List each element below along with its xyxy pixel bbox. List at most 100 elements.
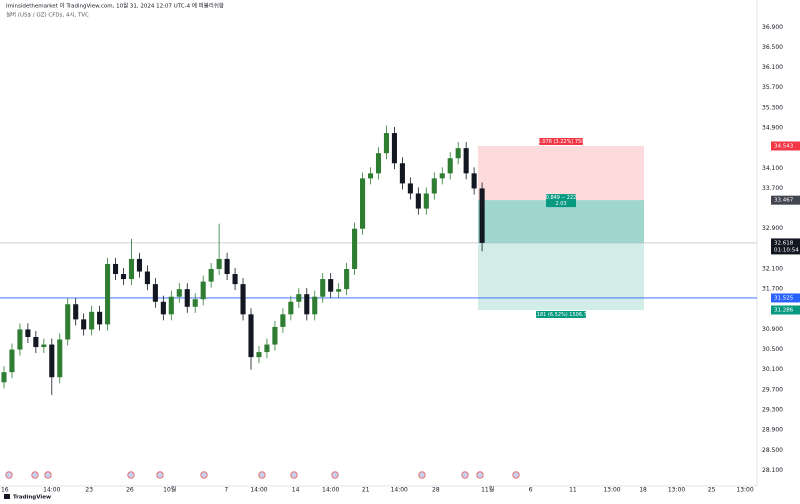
ratio-label: 2.03 [555,201,566,207]
entry-label: 0.849 -- 222 [546,195,577,201]
entry-tag: 33.467 [774,198,794,204]
candle-body [304,294,310,315]
candle-body [105,263,111,325]
candle-body [57,339,63,378]
event-icon[interactable] [127,471,135,479]
stop-label-box [539,137,583,145]
candle-body [49,344,55,378]
candle-body [112,263,119,275]
y-tick-label: 36.900 [762,24,783,31]
candle-body [128,258,135,280]
candle-body [415,193,421,209]
candle-body [455,148,461,159]
y-tick-label: 33.700 [762,185,783,192]
candle-body [479,188,485,243]
candle-body [97,311,103,325]
candle-body [192,299,198,307]
x-tick-label: 25 [708,487,716,494]
candle-body [232,274,238,285]
x-tick-label: 14:00 [322,487,339,494]
x-tick-label: 6 [529,487,533,494]
target-zone [478,200,644,310]
stop-label: 1.076 (3.22%) 750 [538,139,585,145]
candle-body [391,133,397,164]
candle-body [264,344,270,353]
x-tick-label: 11 [569,487,577,494]
x-tick-label: 21 [362,487,370,494]
candle-body [423,193,429,209]
entry-tag-box [771,195,800,205]
x-tick-label: 18 [639,487,647,494]
y-tick-label: 35.700 [762,84,783,91]
header: Iminsidethemarket 이 TradingView.com, 10월… [6,2,224,10]
hline-tag-box [771,293,800,303]
candle-body [41,344,47,348]
event-icon[interactable] [258,471,266,479]
y-tick-label: 30.500 [762,346,783,353]
x-tick-label: 14 [292,487,300,494]
y-tick-label: 32.900 [762,225,783,232]
y-tick-label: 35.300 [762,104,783,111]
event-icon[interactable] [461,471,469,479]
candle-body [120,274,127,280]
event-icon[interactable] [512,471,520,479]
y-tick-label: 28.100 [762,467,783,474]
candle-body [208,269,214,282]
y-tick-label: 29.300 [762,406,783,413]
event-icon[interactable] [31,471,39,479]
candle-body [89,311,95,330]
stop-zone [478,145,644,201]
x-tick-label: 28 [432,487,440,494]
target-tag-box [771,305,800,315]
candle-body [344,269,350,290]
event-icon[interactable] [5,471,13,479]
event-icon[interactable] [476,471,484,479]
candle-body [399,163,405,184]
candle-body [407,183,413,194]
candle-body [240,284,246,315]
event-icon[interactable] [200,471,208,479]
x-tick-label: 10월 [163,486,176,494]
x-tick-label: 13:00 [736,487,753,494]
y-tick-label: 30.900 [762,326,783,333]
candle-body [296,294,302,302]
y-tick-label: 36.500 [762,44,783,51]
candle-body [136,258,142,272]
x-tick-label: 11월 [481,486,494,494]
target-tag: 31.286 [774,307,794,313]
x-tick-label: 26 [126,487,134,494]
candle-body [65,304,71,340]
target-label-box [536,310,586,318]
event-icon[interactable] [331,471,339,479]
candle-body [184,289,190,307]
candle-body [1,372,7,383]
candle-body [439,173,445,179]
candle-body [160,301,166,315]
y-tick-label: 28.900 [762,427,783,434]
x-tick-label: 13:00 [668,487,685,494]
candle-body [33,336,39,348]
candle-body [280,314,286,327]
event-icon[interactable] [418,471,426,479]
event-icon[interactable] [44,471,52,479]
candle-body [383,133,390,154]
entry-label-box [546,194,576,208]
current-price-tag: 32.618 [774,240,794,246]
candle-body [367,173,374,179]
event-icons [5,471,520,479]
y-tick-label: 30.100 [762,366,783,373]
countdown: 01:10:54 [774,247,799,253]
candle-body [431,178,437,194]
event-icon[interactable] [156,471,164,479]
candle-body [168,296,174,315]
event-icon[interactable] [290,471,298,479]
stop-tag: 34.543 [774,143,794,149]
x-tick-label: 14:00 [391,487,408,494]
x-tick-label: 7 [224,487,228,494]
candle-body [144,271,150,285]
current-price-tag-box [771,238,800,255]
open-profit-zone [478,200,644,243]
candle-body [256,352,262,358]
x-tick-label: 14:00 [250,487,267,494]
